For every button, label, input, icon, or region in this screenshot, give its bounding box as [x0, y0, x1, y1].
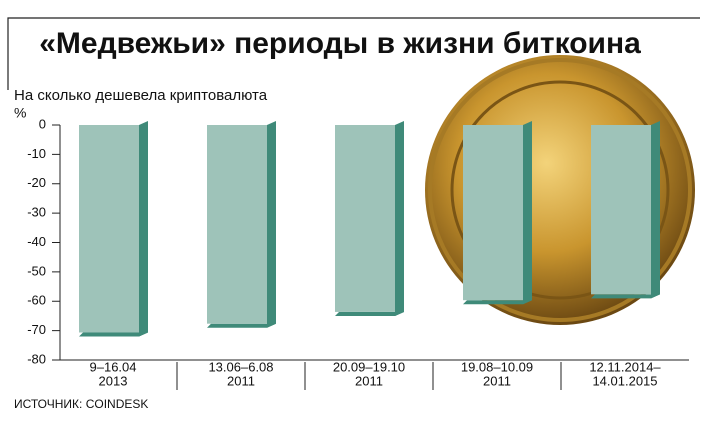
bar-bottom	[335, 311, 404, 316]
x-tick-label: 9–16.04	[90, 359, 137, 374]
source: ИСТОЧНИК: COINDESK	[14, 397, 148, 411]
bar	[207, 125, 267, 324]
chart-subtitle: На сколько дешевела криптовалюта	[14, 87, 268, 104]
bar-bottom	[79, 332, 148, 337]
x-tick-label: 2011	[355, 373, 383, 388]
x-tick-label: 13.06–6.08	[208, 359, 273, 374]
bar-side	[395, 121, 404, 316]
bar-bottom	[591, 294, 660, 299]
frame	[7, 17, 700, 90]
chart-title: «Медвежьи» периоды в жизни биткоина	[39, 27, 641, 60]
bar-side	[651, 121, 660, 299]
bar-bottom	[463, 300, 532, 305]
y-tick-label: -80	[27, 351, 46, 366]
y-tick-label: -20	[27, 175, 46, 190]
y-tick-label: -60	[27, 293, 46, 308]
x-tick-label: 2013	[99, 373, 128, 388]
bar	[591, 125, 651, 295]
bar-side	[523, 121, 532, 305]
bar-bottom	[207, 323, 276, 328]
y-axis-label: %	[14, 105, 26, 121]
x-tick-label: 20.09–19.10	[333, 359, 405, 374]
x-tick-label: 19.08–10.09	[461, 359, 533, 374]
x-tick-label: 14.01.2015	[592, 373, 657, 388]
bar-side	[139, 121, 148, 337]
bar	[79, 125, 139, 333]
x-tick-label: 2011	[483, 373, 511, 388]
bar	[463, 125, 523, 301]
x-tick-label: 2011	[227, 373, 255, 388]
x-tick-label: 12.11.2014–	[589, 359, 661, 374]
y-tick-label: -70	[27, 322, 46, 337]
y-tick-label: -30	[27, 205, 46, 220]
y-tick-label: -40	[27, 234, 46, 249]
bar-side	[267, 121, 276, 328]
bar	[335, 125, 395, 312]
y-tick-label: 0	[39, 116, 46, 131]
y-tick-label: -10	[27, 146, 46, 161]
y-tick-label: -50	[27, 263, 46, 278]
